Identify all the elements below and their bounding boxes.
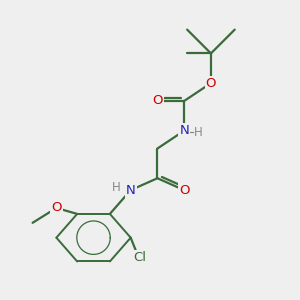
Text: H: H	[112, 181, 121, 194]
Text: N: N	[126, 184, 136, 196]
Text: H: H	[194, 126, 203, 139]
Text: O: O	[179, 184, 189, 196]
Text: O: O	[152, 94, 163, 107]
Text: O: O	[206, 76, 216, 90]
Text: O: O	[51, 202, 62, 214]
Text: Cl: Cl	[134, 251, 147, 264]
Text: N: N	[179, 124, 189, 137]
